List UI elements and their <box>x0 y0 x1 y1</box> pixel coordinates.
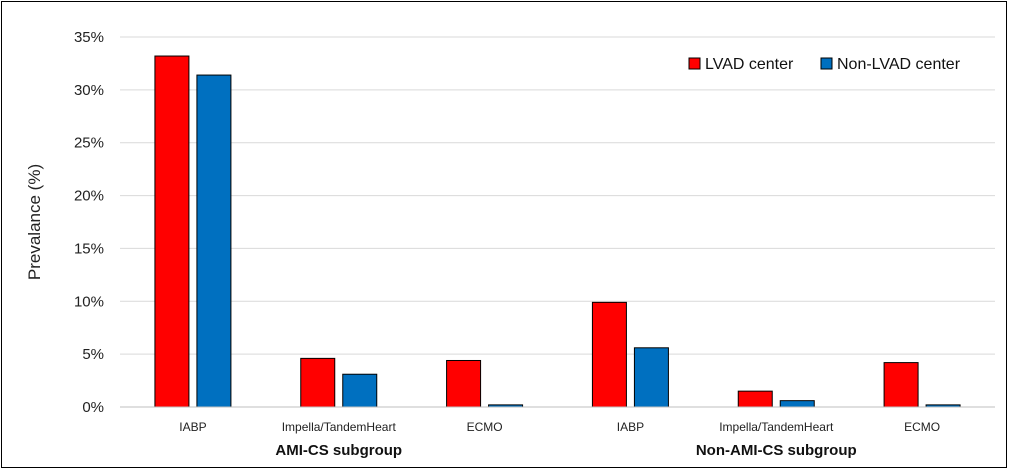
x-group-label: AMI-CS subgroup <box>275 442 402 459</box>
legend-swatch-non-lvad <box>820 57 833 70</box>
x-category-label: ECMO <box>467 420 503 434</box>
y-tick-label: 0% <box>82 399 104 416</box>
x-category-label: IABP <box>617 420 644 434</box>
x-group-label: Non-AMI-CS subgroup <box>696 442 857 459</box>
gridlines <box>120 36 995 355</box>
y-tick-label: 35% <box>74 29 104 46</box>
legend: LVAD center Non-LVAD center <box>688 56 961 73</box>
y-tick-label: 30% <box>74 82 104 99</box>
x-category-label: ECMO <box>904 420 940 434</box>
y-axis-ticks: 0% 5% 10% 15% 20% 25% 30% 35% <box>74 29 104 416</box>
x-category-label: IABP <box>179 420 206 434</box>
y-axis-label: Prevalance (%) <box>25 164 44 280</box>
legend-label-non-lvad: Non-LVAD center <box>837 56 961 73</box>
x-axis-categories: IABP Impella/TandemHeart ECMO IABP Impella/T… <box>179 420 940 434</box>
x-axis-groups: AMI-CS subgroup Non-AMI-CS subgroup <box>275 442 856 459</box>
bar-lvad-1 <box>300 357 336 408</box>
bars <box>154 55 961 408</box>
bar-lvad-0 <box>154 55 190 408</box>
bar-non-lvad-3 <box>633 347 669 408</box>
x-category-label: Impella/TandemHeart <box>282 420 397 434</box>
bar-non-lvad-0 <box>196 74 232 408</box>
y-tick-label: 20% <box>74 188 104 205</box>
bar-non-lvad-1 <box>342 373 378 408</box>
x-category-label: Impella/TandemHeart <box>719 420 834 434</box>
bar-lvad-5 <box>883 362 919 408</box>
bar-lvad-4 <box>737 390 773 408</box>
bar-non-lvad-4 <box>779 400 815 408</box>
legend-label-lvad: LVAD center <box>705 56 794 73</box>
bar-lvad-3 <box>591 301 627 408</box>
y-tick-label: 15% <box>74 240 104 257</box>
bar-lvad-2 <box>446 359 482 408</box>
y-tick-label: 5% <box>82 346 104 363</box>
legend-swatch-lvad <box>688 57 701 70</box>
y-tick-label: 10% <box>74 293 104 310</box>
y-tick-label: 25% <box>74 135 104 152</box>
